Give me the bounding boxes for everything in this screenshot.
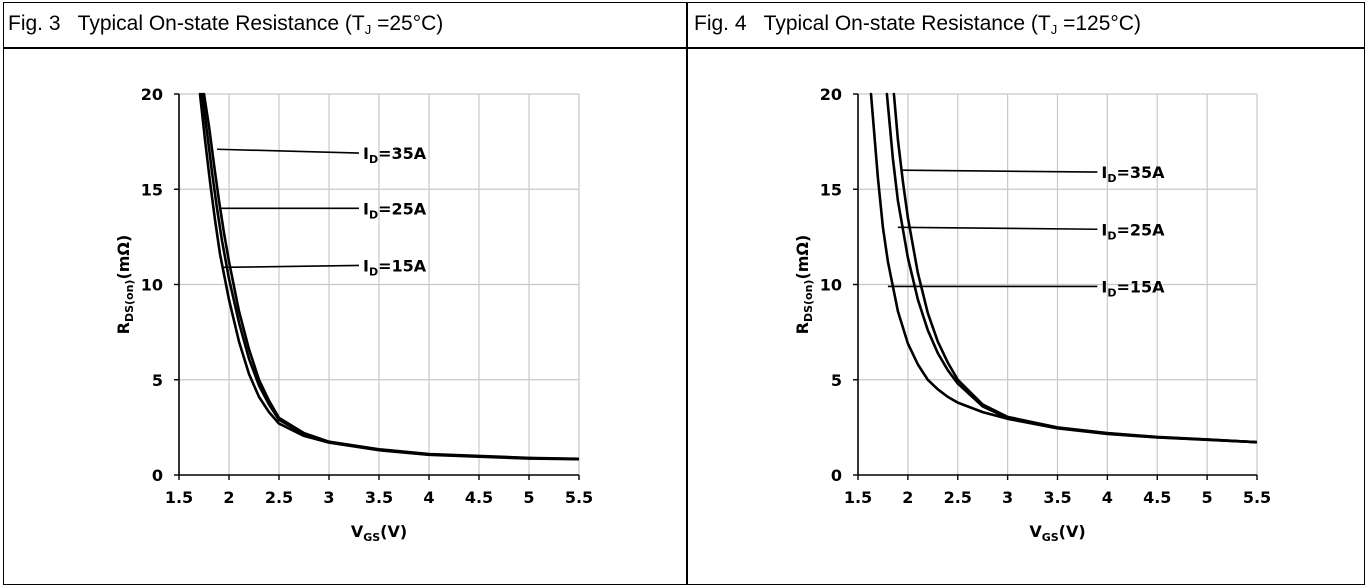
- y-tick-label: 5: [831, 371, 842, 390]
- x-tick-label: 5: [1202, 488, 1213, 507]
- panel-title-fig4: Fig. 4 Typical On-state Resistance (TJ =…: [694, 12, 1141, 37]
- y-tick-label: 5: [152, 371, 163, 390]
- series-line-ID=35A: [892, 92, 1257, 444]
- annotation-label: ID=25A: [363, 199, 427, 221]
- x-tick-label: 4.5: [1143, 488, 1171, 507]
- x-tick-label: 2.5: [944, 488, 972, 507]
- y-tick-label: 10: [141, 276, 163, 295]
- chart-fig3: 1.5 2 2.5 3 3.5 4 4.5 5 5.5 0 5 10 15 20 VGS(V) RDS(on)…: [114, 85, 593, 544]
- title-subscript: J: [1050, 22, 1058, 37]
- title-tail: =125°C): [1057, 12, 1141, 35]
- x-tick-label: 3: [1002, 488, 1013, 507]
- x-tick-label: 1.5: [844, 488, 872, 507]
- x-tick-label: 5.5: [1243, 488, 1271, 507]
- title-subscript: J: [364, 22, 372, 37]
- y-tick-label: 15: [820, 180, 842, 199]
- series-line-ID=15A: [869, 92, 1257, 444]
- x-tick-label: 3.5: [1043, 488, 1071, 507]
- title-tail: =25°C): [371, 12, 444, 35]
- x-tick-label: 1.5: [165, 488, 193, 507]
- gridlines: [179, 93, 580, 475]
- annotation-leader: [216, 148, 360, 154]
- fig-number: Fig. 3: [8, 12, 61, 35]
- y-tick-label: 15: [141, 180, 163, 199]
- panel-title-fig3: Fig. 3 Typical On-state Resistance (TJ =…: [8, 12, 443, 37]
- series-line-ID=15A: [198, 92, 579, 461]
- y-tick-label: 10: [820, 276, 842, 295]
- y-tick-label: 0: [152, 466, 163, 485]
- annotation-leader: [897, 226, 1098, 231]
- annotation-label: ID=25A: [1101, 220, 1165, 242]
- annotation-leader: [221, 264, 360, 269]
- x-axis-title: VGS(V): [351, 522, 407, 544]
- figure-frame: [3, 2, 1365, 585]
- title-text: Typical On-state Resistance (T: [77, 12, 365, 35]
- title-text: Typical On-state Resistance (T: [763, 12, 1051, 35]
- series-line-ID=25A: [885, 92, 1257, 444]
- annotation-label: ID=15A: [1101, 277, 1165, 299]
- annotation-label: ID=35A: [1101, 163, 1165, 185]
- x-tick-label: 4: [1102, 488, 1113, 507]
- gridlines: [858, 93, 1258, 475]
- x-tick-label: 4: [423, 488, 434, 507]
- y-tick-label: 0: [831, 466, 842, 485]
- x-tick-label: 2.5: [265, 488, 293, 507]
- annotation-label: ID=15A: [363, 256, 427, 278]
- x-tick-label: 3.5: [365, 488, 393, 507]
- x-tick-label: 5: [523, 488, 534, 507]
- x-tick-label: 5.5: [565, 488, 593, 507]
- y-tick-label: 20: [820, 85, 842, 104]
- x-tick-label: 2: [902, 488, 913, 507]
- x-tick-label: 4.5: [465, 488, 493, 507]
- chart-fig4: 1.5 2 2.5 3 3.5 4 4.5 5 5.5 0 5 10 15 20 VGS(V) RDS(on)…: [793, 85, 1271, 544]
- x-axis-title: VGS(V): [1029, 522, 1085, 544]
- panel-divider: [686, 2, 688, 585]
- annotation-leader: [902, 169, 1098, 173]
- header-divider: [3, 47, 1365, 49]
- fig-number: Fig. 4: [694, 12, 747, 35]
- x-tick-label: 2: [223, 488, 234, 507]
- y-axis-title: RDS(on)(mΩ): [114, 235, 136, 335]
- y-tick-label: 20: [141, 85, 163, 104]
- y-axis-title: RDS(on)(mΩ): [793, 235, 815, 335]
- annotation-label: ID=35A: [363, 144, 427, 166]
- x-tick-label: 3: [323, 488, 334, 507]
